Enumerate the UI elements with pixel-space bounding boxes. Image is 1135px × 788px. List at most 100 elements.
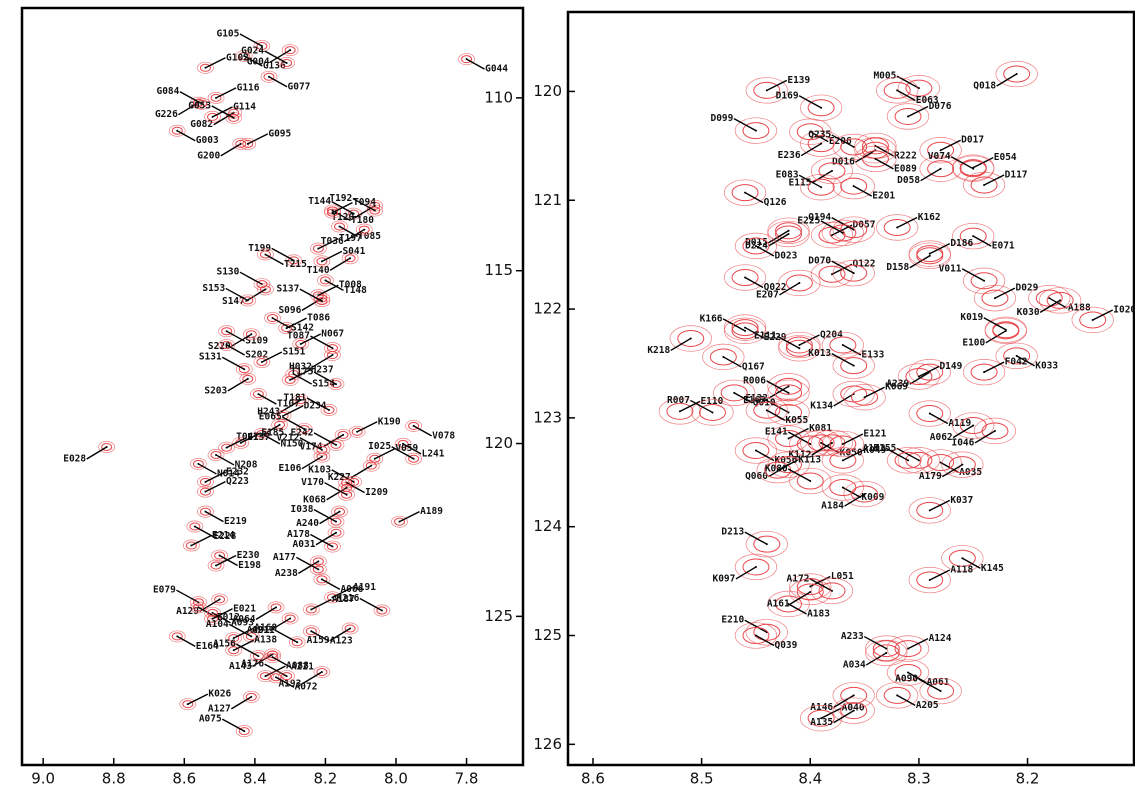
peak-label: A129	[176, 606, 199, 617]
peak-label: S203	[204, 385, 227, 396]
peak-label: A183	[807, 608, 830, 619]
peak-label: D169	[776, 90, 799, 101]
leader-line	[918, 365, 940, 378]
contour-ring	[458, 53, 475, 66]
peak	[742, 442, 770, 460]
peak	[894, 640, 922, 658]
peak-label: T085	[358, 231, 381, 242]
peak	[334, 507, 346, 516]
peak-label: A034	[843, 659, 866, 670]
contour-ring	[253, 40, 271, 52]
contour-ring	[362, 459, 380, 472]
peak-label: N067	[321, 328, 344, 339]
peak-label: E164	[196, 641, 219, 652]
leader-line	[205, 511, 224, 523]
contour-ring	[832, 380, 875, 408]
peak	[927, 141, 955, 159]
peak	[916, 571, 944, 589]
peak-label: E065	[259, 412, 282, 423]
leader-line	[310, 335, 333, 349]
peak-label: T215	[284, 259, 307, 270]
peak	[192, 603, 204, 612]
peak-label: E083	[776, 170, 799, 181]
y-tick-label: 123	[533, 408, 562, 426]
peak	[807, 99, 835, 117]
peak-label: I020	[1113, 304, 1135, 315]
contour-ring	[168, 630, 186, 643]
peak-label: E230	[237, 550, 260, 561]
contour-ring	[821, 447, 865, 474]
leader-line	[352, 197, 376, 212]
contour-ring	[821, 331, 865, 359]
leader-line	[733, 117, 757, 132]
peak	[259, 672, 271, 681]
peak	[365, 461, 377, 470]
peak	[316, 297, 328, 306]
contour-ring	[207, 91, 225, 104]
contour-ring	[310, 242, 327, 255]
peak	[369, 206, 381, 215]
peak	[731, 319, 759, 337]
leader-line	[744, 531, 768, 545]
leader-line	[1016, 355, 1036, 367]
peak	[731, 322, 759, 340]
contour-ring	[908, 359, 951, 386]
leader-line	[983, 174, 1005, 186]
peak	[807, 709, 835, 727]
leader-line	[329, 257, 351, 271]
peak-label: N150	[280, 438, 303, 449]
peak	[731, 269, 759, 287]
leader-line	[1092, 309, 1114, 321]
peak-label: E121	[863, 428, 886, 439]
peak	[221, 341, 233, 350]
leader-line	[831, 134, 855, 148]
peak	[252, 390, 264, 399]
contour-ring	[897, 75, 941, 102]
contour-ring	[211, 593, 228, 606]
peak	[753, 535, 781, 553]
peak-label: N208	[235, 459, 258, 470]
contour-ring	[257, 670, 274, 683]
peak	[267, 314, 278, 323]
peak-label: A178	[287, 529, 310, 540]
peak-label: E206	[829, 136, 852, 147]
contour-ring	[767, 373, 810, 400]
contour-ring	[313, 443, 331, 456]
contour-ring	[218, 441, 235, 454]
peak	[192, 459, 204, 468]
peak	[199, 507, 211, 516]
leader-line	[950, 156, 974, 170]
contour-ring	[197, 61, 214, 74]
peak	[242, 139, 254, 148]
peak-label: A187	[332, 594, 355, 605]
peak	[316, 257, 328, 266]
x-tick-label: 8.5	[690, 770, 714, 788]
peak	[221, 327, 233, 336]
peak	[189, 522, 201, 531]
contour-ring	[832, 352, 875, 379]
contour-ring	[658, 398, 702, 425]
leader-line	[176, 635, 196, 648]
peak	[861, 137, 889, 155]
contour-ring	[179, 698, 197, 711]
peak	[238, 365, 250, 374]
peak-label: E185	[261, 427, 284, 438]
peak-label: T192	[329, 193, 352, 204]
leader-line	[261, 433, 281, 445]
peak-label: A066	[340, 584, 363, 595]
y-tick-label: 122	[533, 300, 562, 318]
leader-line	[974, 430, 996, 444]
contour-ring	[745, 619, 788, 646]
leader-line	[301, 297, 323, 311]
peak	[948, 549, 976, 567]
peak-label: D149	[939, 361, 962, 372]
peak-label: G200	[197, 150, 220, 161]
leader-line	[346, 481, 365, 494]
leader-line	[918, 678, 941, 692]
peak-label: E111	[754, 331, 777, 342]
peak-label: K162	[918, 212, 941, 223]
peak	[228, 113, 240, 122]
peak-label: K049	[863, 445, 886, 456]
peak-label: E071	[992, 241, 1015, 252]
contour-ring	[745, 397, 788, 424]
